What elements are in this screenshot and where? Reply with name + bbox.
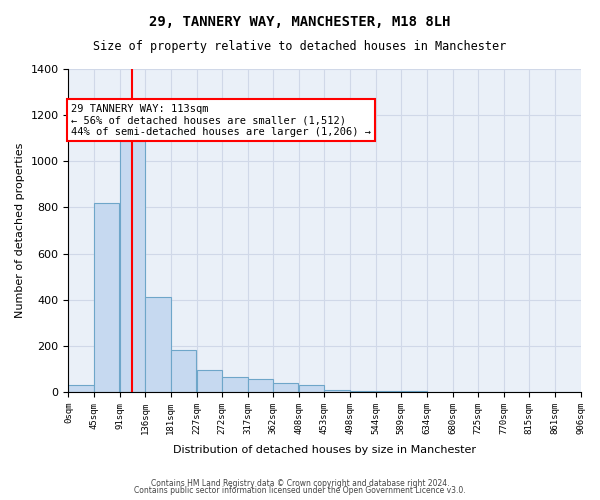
Bar — [120, 140, 145, 392]
Bar — [222, 377, 248, 392]
Text: Contains HM Land Registry data © Crown copyright and database right 2024.: Contains HM Land Registry data © Crown c… — [151, 478, 449, 488]
Bar — [376, 391, 401, 392]
Text: Contains public sector information licensed under the Open Government Licence v3: Contains public sector information licen… — [134, 486, 466, 495]
Bar — [197, 370, 222, 392]
Text: 29, TANNERY WAY, MANCHESTER, M18 8LH: 29, TANNERY WAY, MANCHESTER, M18 8LH — [149, 15, 451, 29]
Bar — [145, 298, 171, 392]
Bar — [68, 385, 94, 392]
Bar — [273, 382, 298, 392]
Text: 29 TANNERY WAY: 113sqm
← 56% of detached houses are smaller (1,512)
44% of semi-: 29 TANNERY WAY: 113sqm ← 56% of detached… — [71, 104, 371, 137]
Bar — [248, 379, 273, 392]
Text: Size of property relative to detached houses in Manchester: Size of property relative to detached ho… — [94, 40, 506, 53]
Bar — [350, 391, 376, 392]
Bar — [401, 391, 427, 392]
Bar — [325, 390, 350, 392]
X-axis label: Distribution of detached houses by size in Manchester: Distribution of detached houses by size … — [173, 445, 476, 455]
Y-axis label: Number of detached properties: Number of detached properties — [15, 143, 25, 318]
Bar — [94, 203, 119, 392]
Bar — [299, 385, 325, 392]
Bar — [171, 350, 196, 392]
